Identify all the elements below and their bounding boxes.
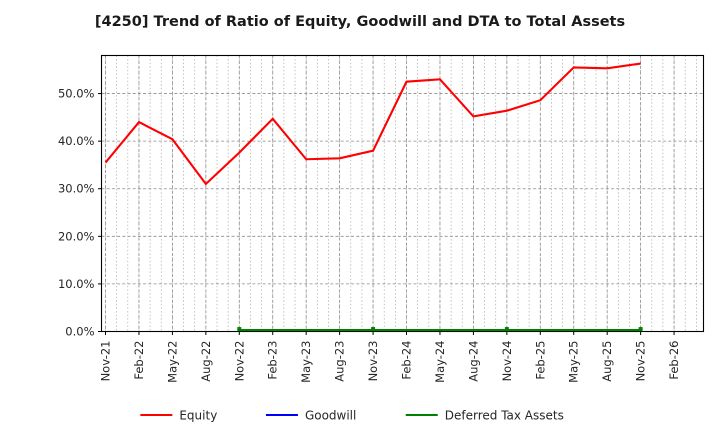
y-tick-label: 40.0% (58, 134, 95, 148)
legend: Equity Goodwill Deferred Tax Assets (140, 409, 564, 423)
x-tick-labels: Nov-21 Feb-22 May-22 Aug-22 Nov-22 Feb-23 May-… (99, 341, 682, 383)
legend-label: Goodwill (305, 409, 356, 423)
data-point-marker (504, 327, 509, 332)
y-tick-label: 50.0% (58, 87, 95, 101)
data-point-marker (237, 327, 242, 332)
x-tick-label: Feb-22 (132, 341, 146, 380)
series-equity (104, 62, 641, 186)
y-tickmarks (98, 93, 102, 332)
minor-gridlines (105, 55, 697, 332)
axis-frame (100, 54, 705, 333)
x-tick-label: Nov-25 (634, 341, 648, 382)
x-tick-label: Nov-24 (500, 341, 514, 382)
legend-label: Deferred Tax Assets (445, 409, 564, 423)
series-deferred-tax-assets (237, 327, 643, 332)
x-tick-label: May-24 (433, 341, 447, 383)
y-tick-label: 20.0% (58, 229, 95, 243)
x-tick-label: Nov-21 (99, 341, 113, 382)
x-tick-label: Nov-22 (232, 341, 246, 382)
x-tick-label: Aug-24 (466, 341, 480, 382)
data-point-marker (638, 327, 643, 332)
x-tick-label: Feb-26 (667, 341, 681, 380)
legend-label: Equity (179, 409, 217, 423)
data-point-marker (371, 327, 376, 332)
major-gridlines (101, 55, 704, 332)
x-tickmarks (105, 331, 675, 335)
x-tick-label: Aug-23 (333, 341, 347, 382)
x-tick-label: Nov-23 (366, 341, 380, 382)
series-path (104, 62, 641, 186)
y-tick-labels: 0.0% 10.0% 20.0% 30.0% 40.0% 50.0% (58, 87, 95, 339)
y-tick-label: 10.0% (58, 277, 95, 291)
chart-title: [4250] Trend of Ratio of Equity, Goodwil… (94, 14, 626, 30)
x-tick-label: Aug-22 (199, 341, 213, 382)
x-tick-label: May-23 (299, 341, 313, 383)
y-tick-label: 30.0% (58, 182, 95, 196)
x-tick-label: Feb-23 (266, 341, 280, 380)
x-tick-label: Aug-25 (600, 341, 614, 382)
x-tick-label: May-25 (567, 341, 581, 383)
y-tick-label: 0.0% (65, 325, 94, 339)
x-tick-label: Feb-25 (533, 341, 547, 380)
x-tick-label: May-22 (165, 341, 179, 383)
x-tick-label: Feb-24 (400, 341, 414, 380)
